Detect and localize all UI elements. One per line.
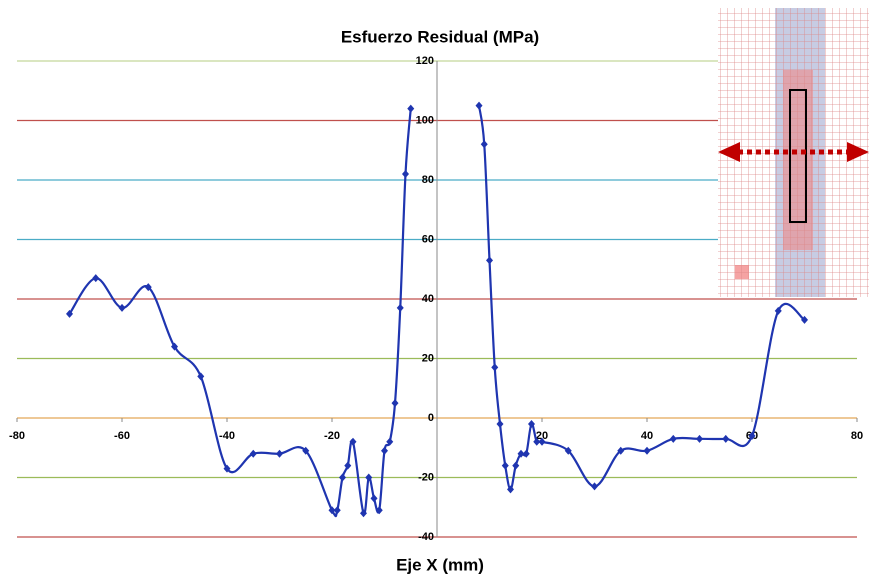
chart: 120100806040200-20-40-80-60-40-202040608… — [0, 0, 869, 578]
x-tick-label: -40 — [219, 430, 235, 442]
x-axis-label: Eje X (mm) — [396, 555, 484, 574]
y-tick-label: -40 — [418, 531, 434, 543]
data-point — [591, 482, 598, 490]
x-tick-label: 80 — [851, 430, 863, 442]
y-tick-label: 120 — [416, 55, 434, 67]
y-tick-label: 20 — [422, 352, 434, 364]
data-point — [339, 474, 346, 482]
data-point — [497, 420, 504, 428]
data-point — [344, 462, 351, 470]
data-point — [481, 140, 488, 148]
data-point — [722, 435, 729, 443]
chart-title: Esfuerzo Residual (MPa) — [341, 27, 539, 46]
series-line — [70, 109, 411, 517]
data-point — [476, 102, 483, 110]
data-point — [512, 462, 519, 470]
y-tick-label: 40 — [422, 293, 434, 305]
data-point — [696, 435, 703, 443]
data-point — [523, 450, 530, 458]
data-point — [250, 450, 257, 458]
data-point — [392, 399, 399, 407]
data-point — [119, 304, 126, 312]
data-point — [381, 447, 388, 455]
data-point — [407, 105, 414, 113]
data-point — [397, 304, 404, 312]
data-point — [644, 447, 651, 455]
data-point — [670, 435, 677, 443]
y-tick-label: 60 — [422, 233, 434, 245]
data-point — [486, 256, 493, 264]
y-tick-label: -20 — [418, 471, 434, 483]
y-tick-label: 0 — [428, 412, 434, 424]
y-tick-label: 80 — [422, 174, 434, 186]
inset-image — [718, 8, 869, 297]
x-tick-label: -80 — [9, 430, 25, 442]
data-point — [371, 494, 378, 502]
x-tick-label: -60 — [114, 430, 130, 442]
data-point — [502, 462, 509, 470]
data-point — [402, 170, 409, 178]
x-tick-label: 40 — [641, 430, 653, 442]
data-point — [491, 363, 498, 371]
data-point — [334, 506, 341, 514]
y-tick-label: 100 — [416, 114, 434, 126]
data-point — [92, 274, 99, 282]
x-tick-label: -20 — [324, 430, 340, 442]
data-point — [276, 450, 283, 458]
